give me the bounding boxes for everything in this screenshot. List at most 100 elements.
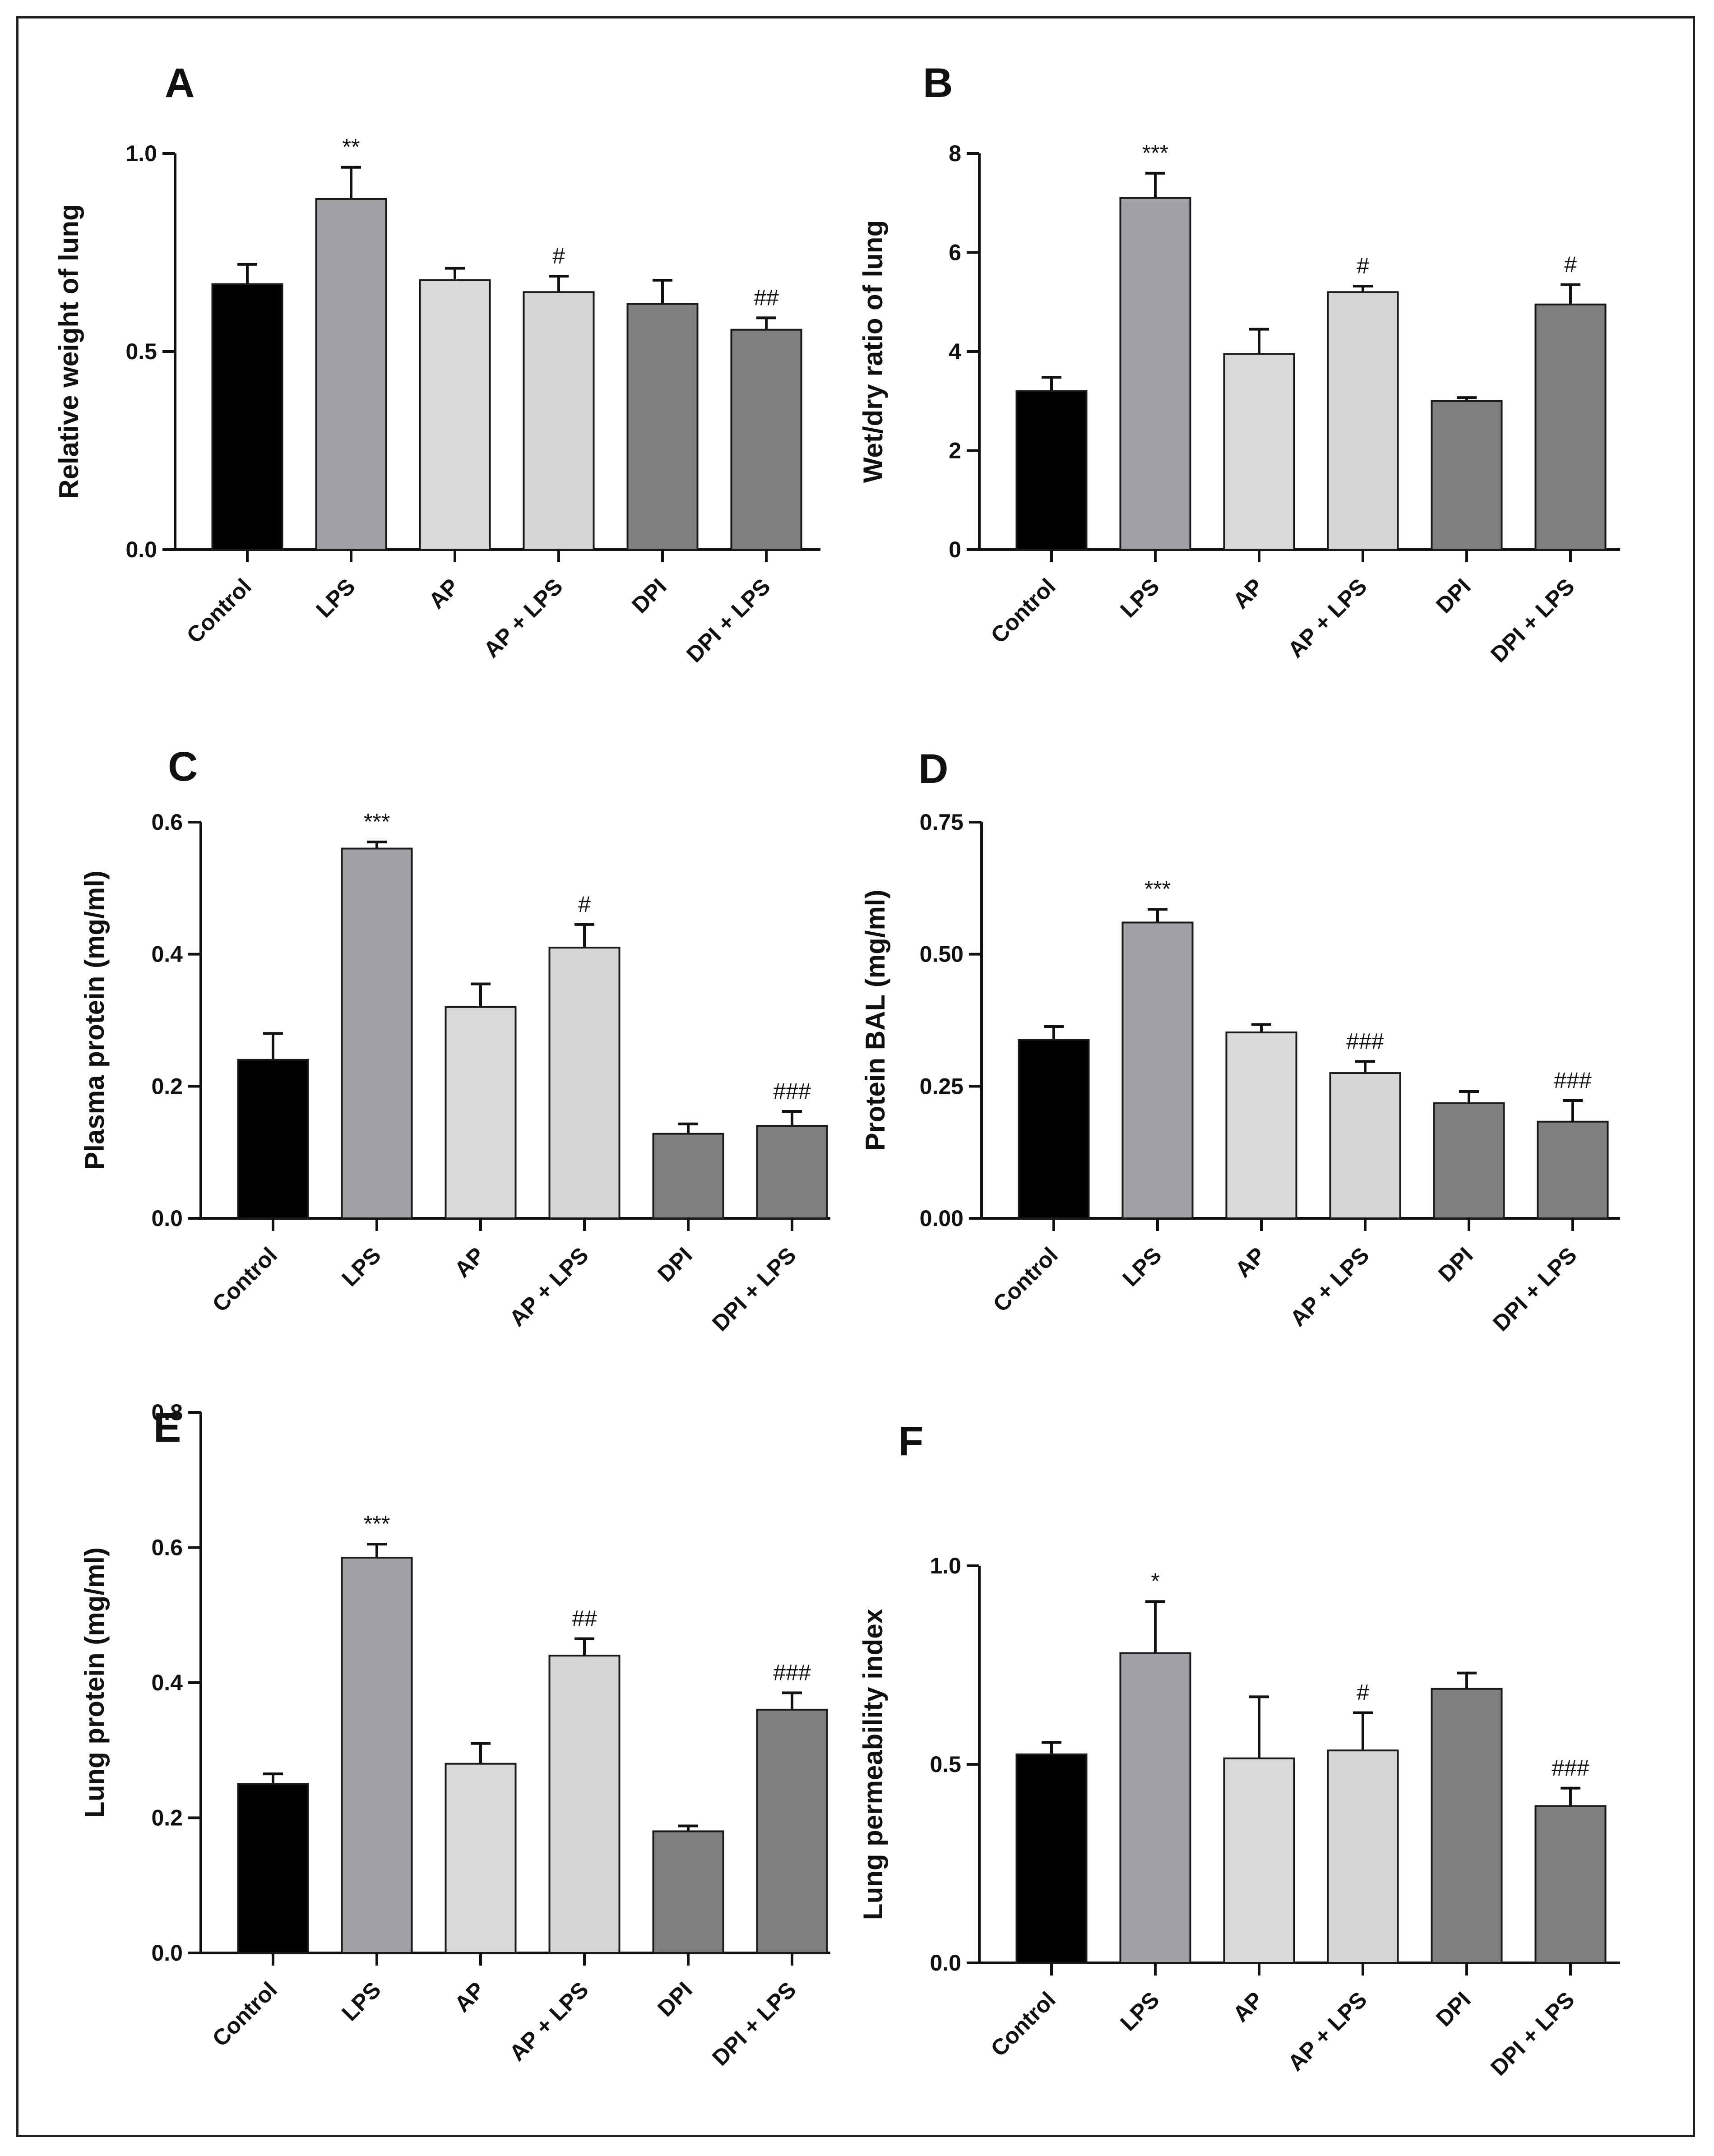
panel-a-bar-ap-lps [523, 291, 595, 551]
panel-f-bar-ap [1223, 1757, 1295, 1964]
panel-d-category-label: AP + LPS [1285, 1242, 1374, 1331]
panel-a-bar-dpi [626, 303, 699, 551]
panel-d-letter: D [918, 746, 948, 792]
panel-e-category-label: AP [449, 1977, 490, 2017]
panel-b-y-axis-title: Wet/dry ratio of lung [858, 220, 888, 483]
panel-c-significance-label: *** [364, 809, 390, 834]
panel-c-category-label: Control [208, 1242, 282, 1317]
panel-e-category-label: Control [208, 1977, 282, 2051]
panel-b-y-tick-label: 2 [949, 438, 961, 463]
panel-e-significance-label: *** [364, 1511, 390, 1536]
panel-e-category-label: AP + LPS [505, 1977, 593, 2066]
panel-d-y-tick-label: 0.50 [920, 942, 964, 967]
panel-e-y-tick-label: 0.6 [151, 1535, 183, 1560]
panel-c-category-label: AP + LPS [505, 1242, 593, 1331]
panel-c-y-tick-label: 0.4 [151, 942, 183, 967]
panel-c-bar-dpi-lps [756, 1125, 828, 1219]
panel-c-category-label: DPI + LPS [707, 1242, 801, 1336]
panel-f-significance-label: ### [1552, 1755, 1589, 1781]
panel-b-bar-lps [1119, 197, 1191, 551]
panel-e-category-label: LPS [337, 1977, 385, 2026]
panel-f-category-label: Control [986, 1987, 1061, 2061]
panel-c-bar-control [237, 1059, 309, 1220]
panel-f-bar-dpi-lps [1534, 1805, 1607, 1964]
panel-b-category-label: DPI [1431, 574, 1476, 618]
panel-e-bar-ap-lps [548, 1655, 621, 1954]
panel-b-category-label: DPI + LPS [1486, 574, 1580, 667]
panel-b-letter: B [923, 60, 953, 106]
panel-c-category-label: LPS [337, 1242, 385, 1291]
panel-f-category-label: DPI [1431, 1987, 1476, 2031]
panel-f-bar-ap-lps [1327, 1749, 1399, 1964]
panel-e-bar-ap [445, 1763, 517, 1954]
panel-b-significance-label: # [1357, 253, 1369, 278]
panel-e-bar-control [237, 1783, 309, 1954]
panel-b-significance-label: *** [1142, 140, 1168, 166]
panel-e-bar-dpi [652, 1830, 724, 1954]
panel-a-bar-lps [315, 198, 387, 551]
panel-c-y-axis-title: Plasma protein (mg/ml) [79, 870, 110, 1170]
panel-b-category-label: LPS [1115, 574, 1164, 622]
panel-c-category-label: AP [449, 1242, 490, 1282]
panel-b: B 0 2 4 6 8 Wet/dry ratio of lung Control LPS ***… [858, 60, 1620, 667]
panel-c: C 0.0 0.2 0.4 0.6 Plasma protein (mg/ml) Contr… [79, 744, 830, 1336]
panel-e-y-tick-label: 0.8 [151, 1400, 183, 1425]
panel-b-category-label: Control [986, 574, 1061, 648]
panel-c-significance-label: ### [773, 1078, 811, 1104]
panel-b-bar-ap-lps [1327, 291, 1399, 551]
panel-a-bar-dpi-lps [730, 328, 802, 551]
panel-f-bar-control [1015, 1753, 1088, 1964]
panel-a-category-label: Control [182, 574, 256, 648]
panel-c-y-tick-label: 0.6 [151, 810, 183, 835]
panel-a-category-label: LPS [311, 574, 360, 622]
panel-f-category-label: LPS [1115, 1987, 1164, 2036]
panel-c-bar-ap [445, 1006, 517, 1220]
panel-f-category-label: DPI + LPS [1486, 1987, 1580, 2081]
panel-d-y-tick-label: 0.75 [920, 810, 964, 835]
panel-f-significance-label: * [1151, 1568, 1159, 1594]
panel-e-y-tick-label: 0.2 [151, 1805, 183, 1831]
panel-f: F 0.0 0.5 1.0 Lung permeability index Control… [858, 1418, 1620, 2081]
panel-b-bar-dpi-lps [1534, 303, 1607, 551]
panel-f-category-label: AP + LPS [1283, 1987, 1372, 2076]
panel-f-category-label: AP [1228, 1987, 1268, 2027]
panel-b-y-tick-label: 4 [949, 339, 961, 364]
panel-e-bar-lps [341, 1556, 413, 1954]
panel-c-bar-dpi [652, 1133, 724, 1220]
panel-c-y-tick-label: 0.2 [151, 1073, 183, 1099]
panel-c-bar-lps [341, 847, 413, 1219]
panel-d: D 0.00 0.25 0.50 0.75 Protein BAL (mg/ml) Cont… [860, 746, 1620, 1336]
panel-f-y-tick-label: 0.5 [930, 1752, 961, 1777]
panel-a-y-axis-title: Relative weight of lung [54, 204, 84, 499]
panel-e: E 0.0 0.2 0.4 0.6 0.8 Lung protein (mg/ml) Cont… [79, 1400, 830, 2071]
panel-b-bar-control [1015, 390, 1088, 551]
panel-a: A 0.0 0.5 1.0 Relative weight of lung Control… [54, 60, 820, 667]
panel-d-category-label: DPI [1433, 1242, 1478, 1287]
panel-f-letter: F [898, 1418, 923, 1464]
panel-f-y-tick-label: 0.0 [930, 1950, 961, 1976]
panel-d-category-label: LPS [1117, 1242, 1166, 1291]
panel-c-letter: C [168, 744, 198, 790]
panel-a-category-label: AP [424, 574, 464, 614]
panel-e-significance-label: ## [572, 1606, 597, 1631]
panel-e-bar-dpi-lps [756, 1708, 828, 1954]
panel-b-bar-dpi [1431, 400, 1503, 551]
panel-d-category-label: AP [1230, 1242, 1270, 1282]
panel-b-category-label: AP [1228, 574, 1268, 614]
panel-a-category-label: DPI [627, 574, 672, 618]
panel-a-category-label: DPI + LPS [681, 574, 775, 667]
panel-b-significance-label: # [1564, 252, 1577, 277]
panel-a-letter: A [165, 60, 195, 106]
panel-e-letter: E [153, 1405, 181, 1451]
panel-d-bar-ap-lps [1329, 1072, 1401, 1219]
panel-e-category-label: DPI [653, 1977, 697, 2022]
panel-d-y-tick-label: 0.00 [920, 1206, 964, 1231]
panel-d-significance-label: *** [1144, 876, 1171, 902]
panel-b-category-label: AP + LPS [1283, 574, 1372, 662]
panel-f-bar-dpi [1431, 1688, 1503, 1964]
panel-e-significance-label: ### [773, 1660, 811, 1685]
panel-a-bar-ap [419, 279, 491, 551]
panel-f-y-tick-label: 1.0 [930, 1553, 961, 1578]
panel-a-category-label: AP + LPS [479, 574, 568, 662]
